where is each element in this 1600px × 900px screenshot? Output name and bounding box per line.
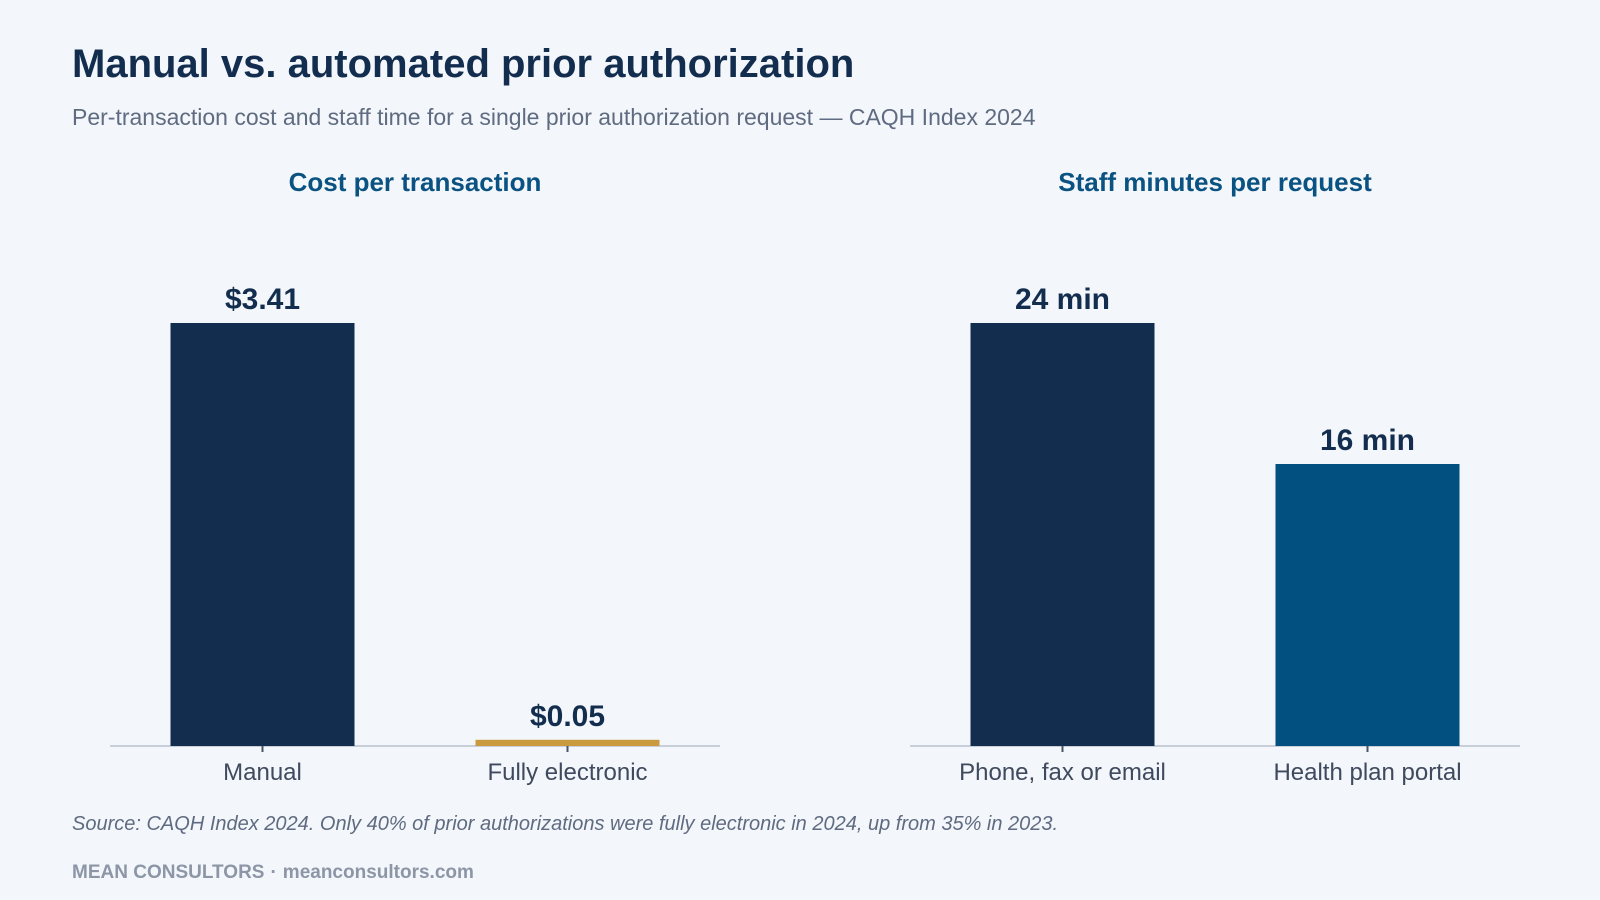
page-title: Manual vs. automated prior authorization <box>72 42 855 86</box>
x-tick-label: Fully electronic <box>487 759 647 786</box>
source-note: Source: CAQH Index 2024. Only 40% of pri… <box>72 813 1059 835</box>
x-tick-label: Manual <box>223 759 302 786</box>
bar-value-label: 24 min <box>1015 283 1110 316</box>
bar-value-label: $3.41 <box>225 283 300 316</box>
bar-value-label: $0.05 <box>530 700 605 733</box>
page-subtitle: Per-transaction cost and staff time for … <box>72 104 1036 130</box>
brand-footer: MEAN CONSULTORS · meanconsultors.com <box>72 862 474 884</box>
x-tick-label: Phone, fax or email <box>959 759 1166 786</box>
bar <box>970 323 1155 746</box>
bar <box>1275 464 1460 746</box>
panel-title: Staff minutes per request <box>1058 167 1372 197</box>
brand-url[interactable]: meanconsultors.com <box>282 862 474 883</box>
bar <box>475 739 660 746</box>
bar-value-label: 16 min <box>1320 424 1415 457</box>
panel-title: Cost per transaction <box>289 167 542 197</box>
x-tick-label: Health plan portal <box>1273 759 1461 786</box>
bar <box>170 323 355 746</box>
brand-name: MEAN CONSULTORS <box>72 862 265 883</box>
brand-separator: · <box>270 862 277 883</box>
